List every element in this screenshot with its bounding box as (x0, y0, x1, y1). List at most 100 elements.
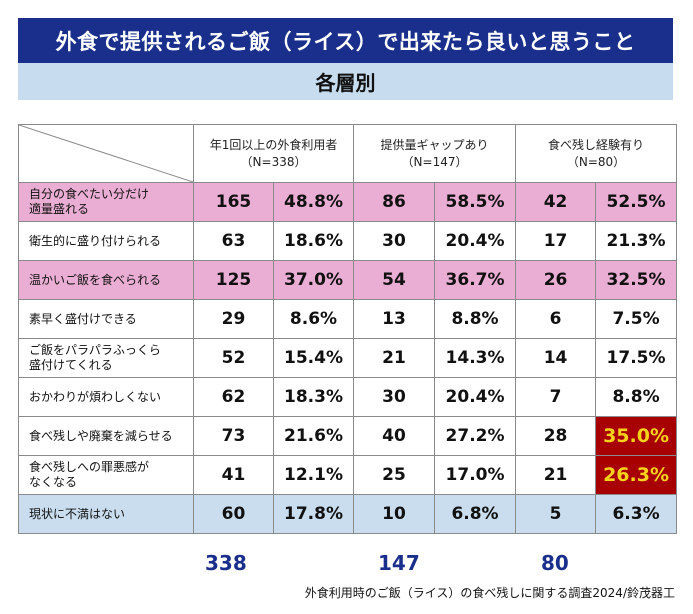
count-cell: 5 (515, 494, 597, 534)
percent-cell: 15.4% (272, 338, 355, 378)
table-row: 現状に不満はない 60 17.8% 10 6.8% 5 6.3% (18, 494, 678, 534)
chart-subtitle: 各層別 (18, 63, 673, 100)
percent-cell: 52.5% (595, 182, 678, 222)
row-label-line: 食べ残しや廃棄を減らせる (29, 428, 173, 443)
row-label-line: 自分の食べたい分だけ (29, 187, 150, 201)
count-cell: 6 (515, 299, 597, 339)
count-cell: 86 (353, 182, 436, 222)
count-cell: 165 (193, 182, 274, 222)
header-row: 年1回以上の外食利用者 （N=338） 提供量ギャップあり （N=147） 食べ… (18, 124, 678, 183)
percent-cell: 48.8% (272, 182, 355, 222)
percent-cell: 8.8% (595, 377, 678, 417)
column-header: 提供量ギャップあり （N=147） (353, 124, 517, 183)
table-row: ご飯をパラパラふっくら 盛付けてくれる 52 15.4% 21 14.3% 14 17.5% (18, 338, 678, 378)
table-body: 自分の食べたい分だけ 適量盛れる 165 48.8% 86 58.5% 42 52.5% 衛生的… (18, 182, 678, 534)
count-cell: 41 (193, 455, 274, 495)
count-cell: 17 (515, 221, 597, 261)
count-cell: 26 (515, 260, 597, 300)
count-cell: 40 (353, 416, 436, 456)
row-label-line: 盛付けてくれる (29, 358, 113, 372)
total-count-1: 147 (378, 551, 420, 575)
row-label: 食べ残しや廃棄を減らせる (18, 416, 194, 456)
table-row: 食べ残しや廃棄を減らせる 73 21.6% 40 27.2% 28 35.0% (18, 416, 678, 456)
column-header-n: （N=80） (566, 154, 626, 169)
table-row: 素早く盛付けできる 29 8.6% 13 8.8% 6 7.5% (18, 299, 678, 339)
total-count-2: 80 (541, 551, 569, 575)
percent-cell: 21.3% (595, 221, 678, 261)
row-label-line: 現状に不満はない (29, 506, 126, 521)
percent-cell: 27.2% (434, 416, 517, 456)
percent-cell: 12.1% (272, 455, 355, 495)
row-label: ご飯をパラパラふっくら 盛付けてくれる (18, 338, 194, 378)
count-cell: 21 (353, 338, 436, 378)
column-header-n: （N=338） (240, 154, 307, 169)
percent-cell: 6.3% (595, 494, 678, 534)
count-cell: 10 (353, 494, 436, 534)
chart-title: 外食で提供されるご飯（ライス）で出来たら良いと思うこと (18, 18, 673, 63)
row-label: 温かいご飯を食べられる (18, 260, 194, 300)
row-label: 衛生的に盛り付けられる (18, 221, 194, 261)
row-label: おかわりが煩わしくない (18, 377, 194, 417)
percent-cell: 8.8% (434, 299, 517, 339)
diagonal-line (19, 125, 193, 182)
count-cell: 14 (515, 338, 597, 378)
count-cell: 30 (353, 377, 436, 417)
column-header-name: 年1回以上の外食利用者 (209, 137, 338, 152)
row-label-line: 素早く盛付けできる (29, 311, 137, 326)
column-header-n: （N=147） (401, 154, 468, 169)
percent-cell: 8.6% (272, 299, 355, 339)
count-cell: 52 (193, 338, 274, 378)
count-cell: 54 (353, 260, 436, 300)
count-cell: 13 (353, 299, 436, 339)
percent-cell: 14.3% (434, 338, 517, 378)
percent-cell: 21.6% (272, 416, 355, 456)
column-header: 年1回以上の外食利用者 （N=338） (192, 124, 355, 183)
total-count-0: 338 (205, 551, 247, 575)
percent-cell: 17.8% (272, 494, 355, 534)
count-cell: 25 (353, 455, 436, 495)
row-label-line: 適量盛れる (29, 202, 90, 216)
percent-cell: 20.4% (434, 221, 517, 261)
percent-cell: 20.4% (434, 377, 517, 417)
highlighted-percent-cell: 35.0% (595, 416, 678, 456)
row-label-line: ご飯をパラパラふっくら (29, 343, 161, 357)
row-label: 自分の食べたい分だけ 適量盛れる (18, 182, 194, 222)
row-label-line: 温かいご飯を食べられる (29, 272, 162, 287)
count-cell: 125 (193, 260, 274, 300)
count-cell: 29 (193, 299, 274, 339)
count-cell: 62 (193, 377, 274, 417)
column-header-name: 食べ残し経験有り (548, 137, 645, 152)
highlighted-percent-cell: 26.3% (595, 455, 678, 495)
column-header-name: 提供量ギャップあり (380, 137, 489, 152)
source-credit: 外食利用時のご飯（ライス）の食べ残しに関する調査2024/鈴茂器工 (304, 586, 675, 600)
count-cell: 73 (193, 416, 274, 456)
row-label-line: 食べ残しへの罪悪感が (29, 460, 150, 474)
count-cell: 30 (353, 221, 436, 261)
count-cell: 28 (515, 416, 597, 456)
column-header: 食べ残し経験有り （N=80） (515, 124, 678, 183)
percent-cell: 7.5% (595, 299, 678, 339)
count-cell: 7 (515, 377, 597, 417)
count-cell: 60 (193, 494, 274, 534)
count-cell: 63 (193, 221, 274, 261)
row-label: 現状に不満はない (18, 494, 194, 534)
table-row: 温かいご飯を食べられる 125 37.0% 54 36.7% 26 32.5% (18, 260, 678, 300)
table-row: 自分の食べたい分だけ 適量盛れる 165 48.8% 86 58.5% 42 52.5% (18, 182, 678, 222)
corner-cell (18, 124, 194, 183)
percent-cell: 36.7% (434, 260, 517, 300)
count-cell: 21 (515, 455, 597, 495)
row-label-line: なくなる (29, 475, 78, 489)
table-row: おかわりが煩わしくない 62 18.3% 30 20.4% 7 8.8% (18, 377, 678, 417)
percent-cell: 6.8% (434, 494, 517, 534)
percent-cell: 17.5% (595, 338, 678, 378)
percent-cell: 17.0% (434, 455, 517, 495)
percent-cell: 32.5% (595, 260, 678, 300)
percent-cell: 18.3% (272, 377, 355, 417)
percent-cell: 37.0% (272, 260, 355, 300)
percent-cell: 18.6% (272, 221, 355, 261)
count-cell: 42 (515, 182, 597, 222)
row-label-line: 衛生的に盛り付けられる (29, 233, 162, 248)
table-row: 食べ残しへの罪悪感が なくなる 41 12.1% 25 17.0% 21 26.3% (18, 455, 678, 495)
row-label: 食べ残しへの罪悪感が なくなる (18, 455, 194, 495)
results-table: 年1回以上の外食利用者 （N=338） 提供量ギャップあり （N=147） 食べ… (18, 124, 678, 534)
